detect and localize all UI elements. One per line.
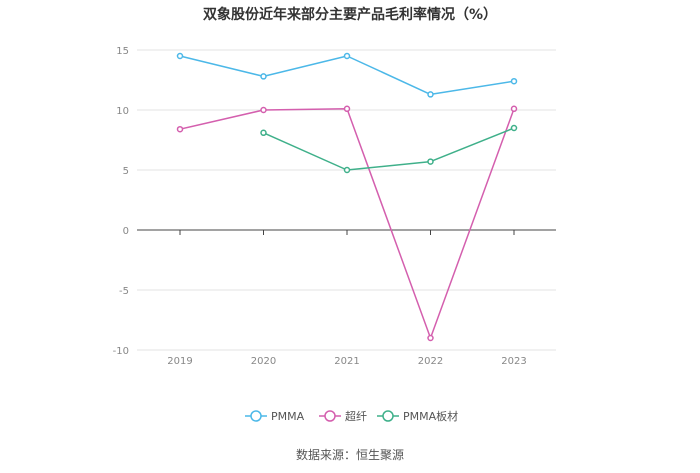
legend-item-1[interactable]: PMMA (245, 410, 305, 423)
data-point[interactable] (176, 52, 184, 60)
x-tick-label: 2019 (167, 356, 192, 367)
series-line-2 (179, 108, 515, 339)
x-tick-label: 2022 (418, 356, 443, 367)
data-point[interactable] (510, 124, 518, 132)
data-point[interactable] (176, 125, 184, 133)
y-tick-label: 15 (116, 46, 129, 57)
legend-item-2[interactable]: 超纤 (319, 409, 367, 423)
data-point[interactable] (510, 105, 518, 113)
legend-swatch-marker (382, 410, 394, 422)
data-point[interactable] (260, 73, 267, 80)
series-line-1 (179, 55, 515, 96)
x-tick-label: 2021 (334, 356, 359, 367)
data-point[interactable] (260, 106, 267, 114)
data-point[interactable] (343, 105, 351, 113)
grid-lines (137, 49, 556, 351)
data-point[interactable] (427, 91, 434, 98)
y-tick-label: 0 (123, 226, 129, 237)
data-point[interactable] (343, 52, 351, 60)
y-tick-label: -5 (119, 286, 129, 297)
legend-swatch-marker (324, 410, 336, 422)
legend-swatch-marker (250, 410, 262, 422)
legend-label: 超纤 (345, 409, 367, 423)
data-point[interactable] (427, 334, 434, 342)
y-tick-label: 10 (116, 106, 129, 117)
x-tick-label: 2023 (501, 356, 526, 367)
data-point[interactable] (510, 77, 518, 85)
data-source: 数据来源：恒生聚源 (295, 448, 404, 462)
series-lines (176, 52, 518, 342)
legend[interactable]: PMMA 超纤 PMMA板材 (245, 409, 458, 423)
data-point[interactable] (343, 166, 351, 174)
chart-title: 双象股份近年来部分主要产品毛利率情况（%） (202, 7, 498, 23)
legend-label: PMMA (271, 410, 305, 423)
legend-item-3[interactable]: PMMA板材 (377, 409, 458, 423)
x-tick-label: 2020 (251, 356, 276, 367)
series-line-3 (263, 127, 515, 171)
data-point[interactable] (260, 129, 267, 137)
data-point[interactable] (427, 158, 434, 165)
legend-label: PMMA板材 (403, 409, 458, 423)
axes: 15 10 5 0 -5 -10 2019 2020 2021 2022 2023 (113, 46, 556, 367)
y-tick-label: -10 (113, 346, 129, 357)
y-tick-label: 5 (123, 166, 129, 177)
